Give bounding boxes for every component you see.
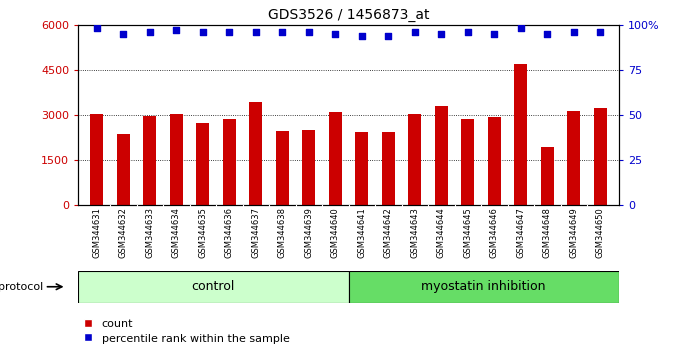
Point [197,29,208,35]
Bar [514,64,528,205]
Point [489,31,500,37]
Text: GSM344641: GSM344641 [357,207,367,258]
Bar [435,106,448,205]
Point [171,27,182,33]
Text: protocol: protocol [0,282,43,292]
FancyBboxPatch shape [78,271,348,303]
Bar [594,108,607,205]
Text: GSM344636: GSM344636 [225,207,234,258]
Point [144,29,155,35]
Point [303,29,314,35]
Bar [381,132,395,205]
Text: GSM344649: GSM344649 [569,207,578,258]
Text: GSM344637: GSM344637 [251,207,260,258]
Point [383,33,394,39]
Point [118,31,129,37]
Bar [275,131,289,205]
Bar [567,110,580,205]
Bar [222,119,236,205]
Bar [90,114,103,205]
Text: myostatin inhibition: myostatin inhibition [422,280,546,293]
Text: GSM344640: GSM344640 [330,207,340,258]
Bar [488,118,501,205]
Text: GSM344634: GSM344634 [172,207,181,258]
Text: GSM344632: GSM344632 [119,207,128,258]
FancyBboxPatch shape [348,271,619,303]
Point [250,29,261,35]
Text: GSM344647: GSM344647 [516,207,525,258]
Text: GSM344639: GSM344639 [304,207,313,258]
Point [595,29,606,35]
Text: GSM344638: GSM344638 [277,207,287,258]
Text: control: control [192,280,235,293]
Bar [249,102,262,205]
Text: GSM344642: GSM344642 [384,207,393,258]
Text: GSM344648: GSM344648 [543,207,551,258]
Bar [328,112,342,205]
Text: GSM344646: GSM344646 [490,207,498,258]
Text: GSM344645: GSM344645 [463,207,472,258]
Point [409,29,420,35]
Point [515,25,526,31]
Point [330,31,341,37]
Point [568,29,579,35]
Text: GSM344650: GSM344650 [596,207,605,258]
Legend: count, percentile rank within the sample: count, percentile rank within the sample [84,319,290,343]
Bar [541,147,554,205]
Point [356,33,367,39]
Point [91,25,102,31]
Bar [143,116,156,205]
Point [542,31,553,37]
Text: GSM344644: GSM344644 [437,207,446,258]
Bar [408,114,422,205]
Point [462,29,473,35]
Bar [117,134,130,205]
Text: GSM344643: GSM344643 [410,207,420,258]
Title: GDS3526 / 1456873_at: GDS3526 / 1456873_at [268,8,429,22]
Text: GSM344631: GSM344631 [92,207,101,258]
Text: GSM344635: GSM344635 [199,207,207,258]
Text: GSM344633: GSM344633 [146,207,154,258]
Bar [196,124,209,205]
Bar [355,132,369,205]
Point [277,29,288,35]
Bar [461,119,475,205]
Point [224,29,235,35]
Point [436,31,447,37]
Bar [302,130,316,205]
Bar [169,114,183,205]
